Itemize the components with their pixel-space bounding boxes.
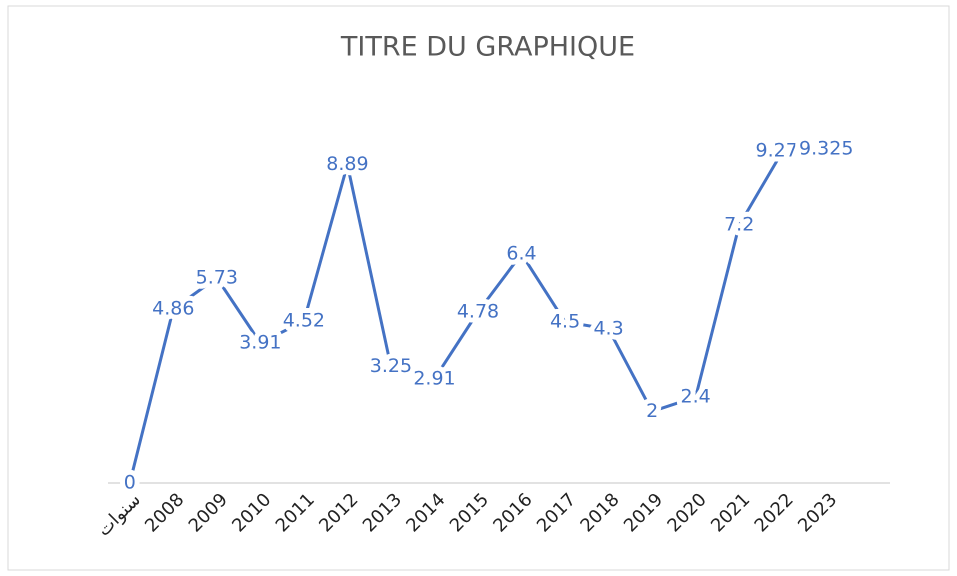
data-label: 2: [646, 400, 658, 422]
data-label: 8.89: [326, 153, 368, 175]
data-label: 4.52: [283, 310, 325, 332]
data-label: 3.25: [370, 355, 412, 377]
data-label: 0: [124, 472, 136, 494]
chart-border: [7, 5, 950, 571]
data-label: 3.91: [239, 332, 281, 354]
data-label: 6.4: [506, 242, 536, 264]
data-label: 2.91: [413, 367, 455, 389]
chart-title: TITRE DU GRAPHIQUE: [340, 32, 635, 63]
data-label: 4.3: [593, 318, 623, 340]
data-line: [128, 147, 827, 484]
data-label: 4.5: [550, 310, 580, 332]
data-label: 9.275: [756, 139, 810, 161]
data-label: 2.4: [681, 386, 711, 408]
data-label: 4.78: [457, 300, 499, 322]
data-label: 4.86: [152, 298, 194, 320]
data-label: 9.325: [799, 138, 853, 160]
data-label: 5.73: [196, 266, 238, 288]
data-label: 7.2: [724, 214, 754, 236]
